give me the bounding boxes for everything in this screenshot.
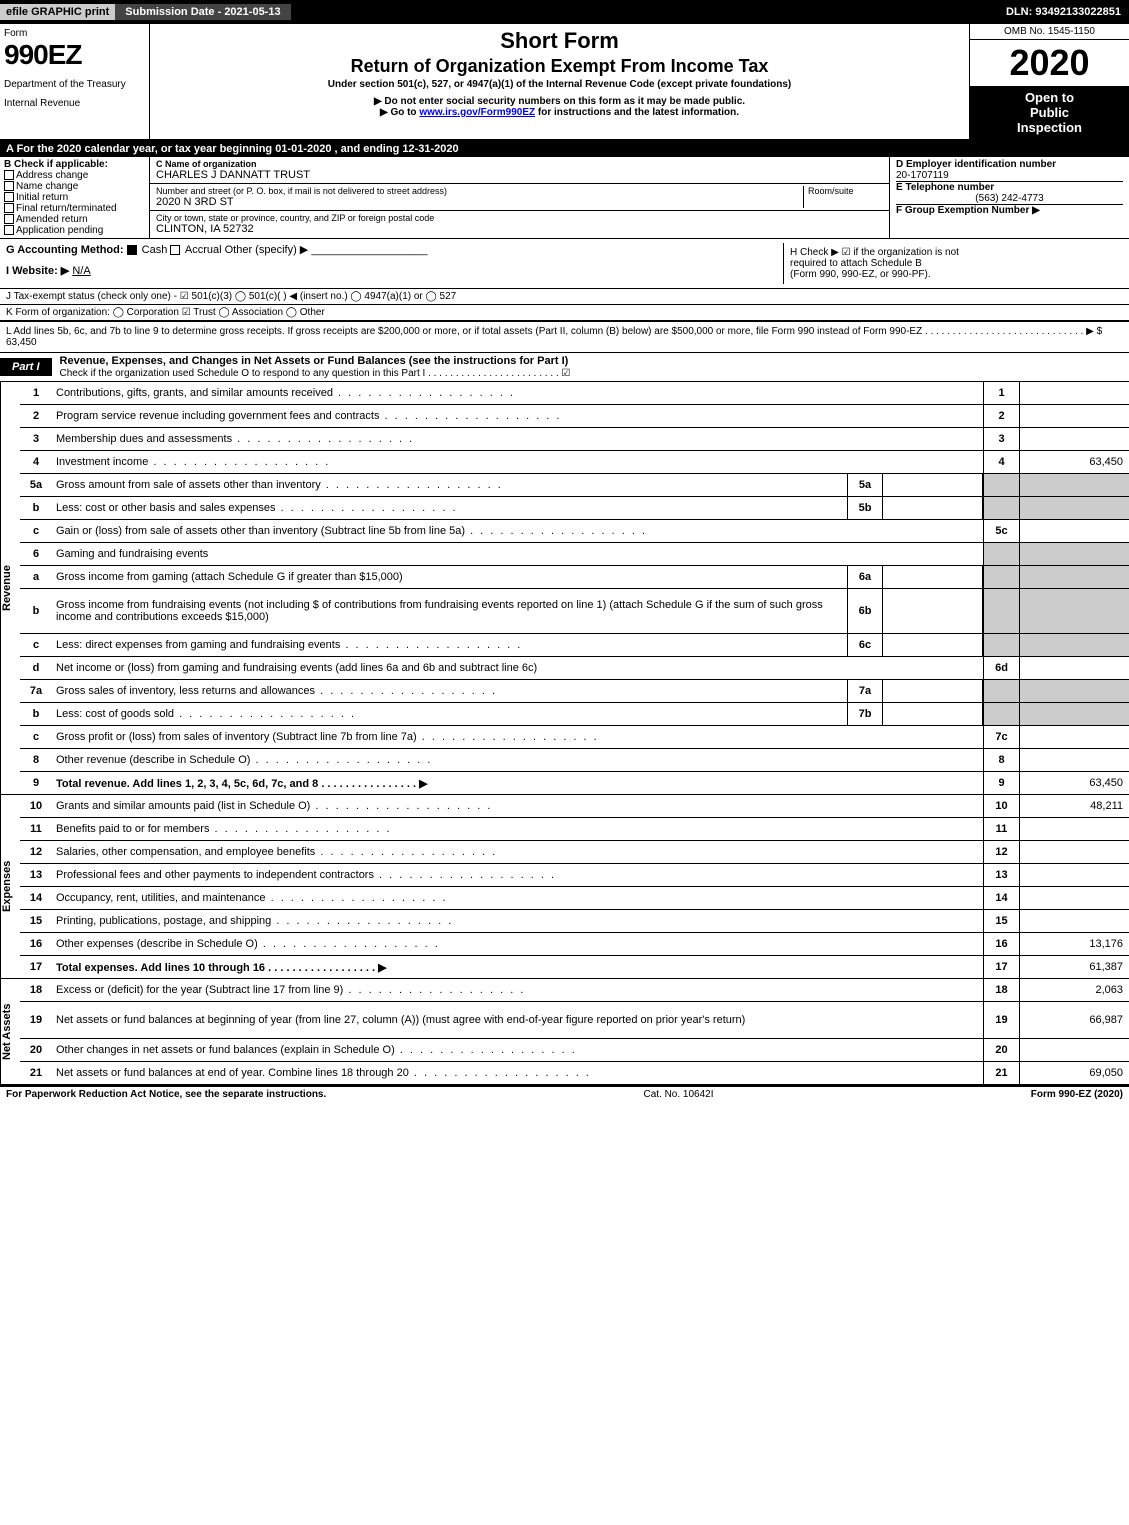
org-name: CHARLES J DANNATT TRUST: [156, 169, 883, 181]
dln-label: DLN: 93492133022851: [998, 4, 1129, 20]
website-value: N/A: [72, 265, 90, 277]
street-cell: Number and street (or P. O. box, if mail…: [150, 184, 889, 211]
footer-form: Form 990-EZ (2020): [1031, 1089, 1123, 1100]
box-b: B Check if applicable: Address change Na…: [0, 157, 150, 238]
city-value: CLINTON, IA 52732: [156, 223, 883, 235]
revenue-lines: 1Contributions, gifts, grants, and simil…: [20, 382, 1129, 795]
tax-year: 2020: [970, 40, 1129, 86]
form-header: Form 990EZ Department of the Treasury In…: [0, 24, 1129, 141]
form-word: Form: [4, 28, 145, 39]
h-line2: required to attach Schedule B: [790, 258, 1117, 269]
goto-post: for instructions and the latest informat…: [535, 107, 739, 118]
street-label: Number and street (or P. O. box, if mail…: [156, 186, 803, 196]
form-number: 990EZ: [4, 39, 145, 71]
omb-number: OMB No. 1545-1150: [970, 24, 1129, 40]
group-exempt-label: F Group Exemption Number ▶: [896, 204, 1123, 216]
org-name-cell: C Name of organization CHARLES J DANNATT…: [150, 157, 889, 184]
h-line3: (Form 990, 990-EZ, or 990-PF).: [790, 269, 1117, 280]
ein-value: 20-1707119: [896, 170, 1123, 181]
box-c-label: C Name of organization: [156, 159, 883, 169]
goto-line: ▶ Go to www.irs.gov/Form990EZ for instru…: [158, 107, 961, 118]
goto-pre: ▶ Go to: [380, 107, 419, 118]
line-k: K Form of organization: ◯ Corporation ☑ …: [0, 305, 1129, 322]
city-cell: City or town, state or province, country…: [150, 211, 889, 237]
tax-period: A For the 2020 calendar year, or tax yea…: [0, 141, 1129, 157]
netassets-section: Net Assets 18Excess or (deficit) for the…: [0, 979, 1129, 1085]
identity-block: B Check if applicable: Address change Na…: [0, 157, 1129, 239]
netassets-lines: 18Excess or (deficit) for the year (Subt…: [20, 979, 1129, 1085]
top-bar: efile GRAPHIC print Submission Date - 20…: [0, 0, 1129, 24]
line-l: L Add lines 5b, 6c, and 7b to line 9 to …: [0, 322, 1129, 353]
line-l-text: L Add lines 5b, 6c, and 7b to line 9 to …: [6, 326, 1102, 337]
netassets-side-label: Net Assets: [0, 979, 20, 1085]
header-left: Form 990EZ Department of the Treasury In…: [0, 24, 150, 139]
chk-cash[interactable]: [127, 245, 137, 255]
phone-value: (563) 242-4773: [896, 193, 1123, 204]
chk-amended[interactable]: Amended return: [4, 214, 145, 225]
open-public-box: Open to Public Inspection: [970, 86, 1129, 139]
g-label: G Accounting Method:: [6, 244, 124, 256]
submission-date: Submission Date - 2021-05-13: [115, 4, 290, 20]
revenue-section: Revenue 1Contributions, gifts, grants, a…: [0, 382, 1129, 795]
room-label: Room/suite: [803, 186, 883, 208]
expenses-side-label: Expenses: [0, 795, 20, 979]
dept-irs: Internal Revenue: [4, 98, 145, 109]
short-form-title: Short Form: [158, 28, 961, 54]
footer-left: For Paperwork Reduction Act Notice, see …: [6, 1089, 326, 1100]
line-l-value: 63,450: [6, 337, 37, 348]
open-line3: Inspection: [972, 120, 1127, 135]
page-footer: For Paperwork Reduction Act Notice, see …: [0, 1085, 1129, 1102]
chk-final[interactable]: Final return/terminated: [4, 203, 145, 214]
chk-initial[interactable]: Initial return: [4, 192, 145, 203]
part1-subtitle: Check if the organization used Schedule …: [60, 368, 571, 379]
open-line1: Open to: [972, 90, 1127, 105]
part1-title: Revenue, Expenses, and Changes in Net As…: [52, 353, 1129, 381]
line-j: J Tax-exempt status (check only one) - ☑…: [0, 289, 1129, 305]
city-label: City or town, state or province, country…: [156, 213, 883, 223]
efile-label[interactable]: efile GRAPHIC print: [0, 4, 115, 20]
irs-link[interactable]: www.irs.gov/Form990EZ: [419, 107, 535, 118]
ssn-notice: ▶ Do not enter social security numbers o…: [158, 96, 961, 107]
part1-tab: Part I: [0, 358, 52, 376]
expenses-section: Expenses 10Grants and similar amounts pa…: [0, 795, 1129, 979]
section-gh: G Accounting Method: Cash Accrual Other …: [0, 239, 1129, 289]
chk-accrual[interactable]: [170, 245, 180, 255]
chk-pending[interactable]: Application pending: [4, 225, 145, 236]
chk-address[interactable]: Address change: [4, 170, 145, 181]
phone-label: E Telephone number: [896, 181, 1123, 193]
accounting-method: G Accounting Method: Cash Accrual Other …: [6, 243, 783, 284]
main-title: Return of Organization Exempt From Incom…: [158, 56, 961, 77]
street-value: 2020 N 3RD ST: [156, 196, 803, 208]
box-def: D Employer identification number 20-1707…: [889, 157, 1129, 238]
website-label: I Website: ▶: [6, 265, 69, 277]
part1-header: Part I Revenue, Expenses, and Changes in…: [0, 353, 1129, 382]
h-line1: H Check ▶ ☑ if the organization is not: [790, 247, 1117, 258]
ein-label: D Employer identification number: [896, 159, 1123, 170]
footer-cat: Cat. No. 10642I: [326, 1089, 1030, 1100]
header-center: Short Form Return of Organization Exempt…: [150, 24, 969, 139]
box-b-title: B Check if applicable:: [4, 159, 145, 170]
revenue-side-label: Revenue: [0, 382, 20, 795]
header-right: OMB No. 1545-1150 2020 Open to Public In…: [969, 24, 1129, 139]
section-h: H Check ▶ ☑ if the organization is not r…: [783, 243, 1123, 284]
dept-treasury: Department of the Treasury: [4, 79, 145, 90]
open-line2: Public: [972, 105, 1127, 120]
code-subtext: Under section 501(c), 527, or 4947(a)(1)…: [158, 79, 961, 90]
chk-name[interactable]: Name change: [4, 181, 145, 192]
expenses-lines: 10Grants and similar amounts paid (list …: [20, 795, 1129, 979]
box-c: C Name of organization CHARLES J DANNATT…: [150, 157, 889, 238]
